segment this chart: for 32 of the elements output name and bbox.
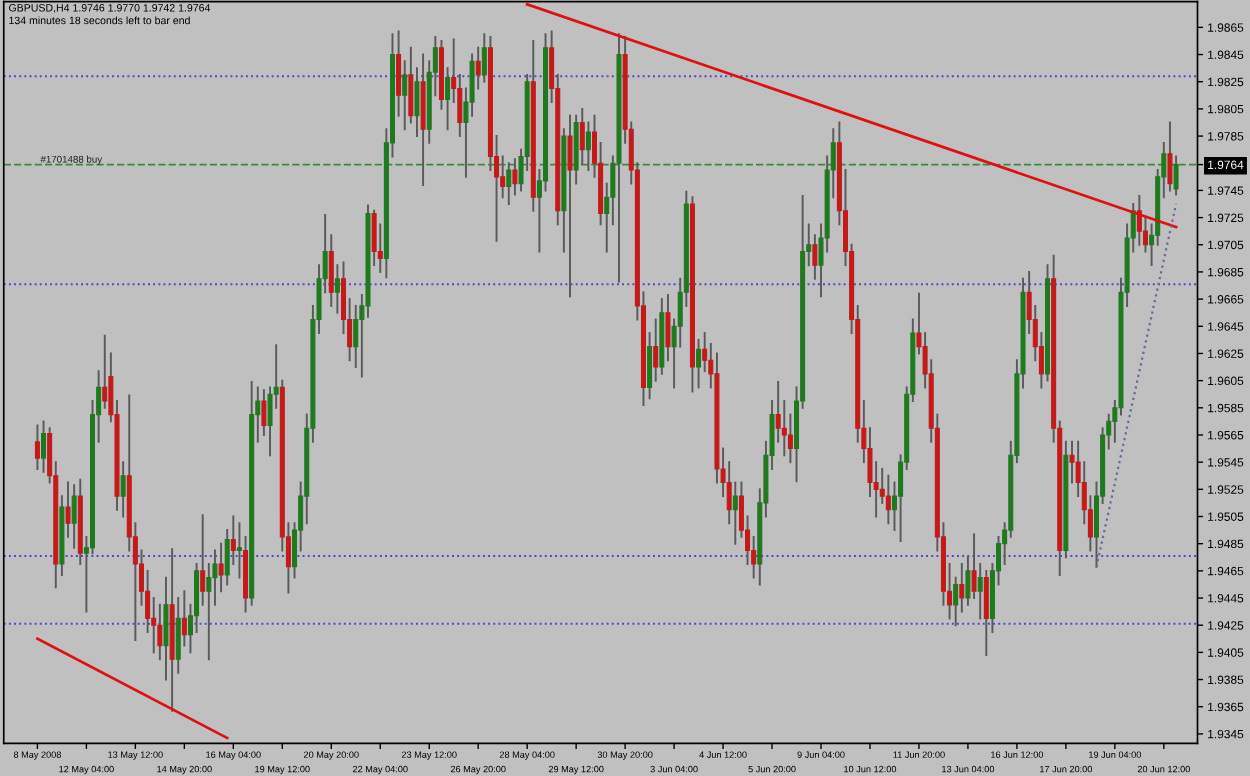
candlestick [983, 569, 989, 657]
candlestick [71, 484, 77, 549]
candlestick [65, 481, 71, 538]
candlestick [512, 158, 518, 196]
candlestick [34, 424, 40, 470]
candlestick [334, 264, 340, 314]
candlestick [567, 114, 573, 298]
candlestick [696, 338, 702, 389]
candlestick [420, 53, 426, 186]
candlestick [885, 474, 891, 525]
candlestick [157, 603, 163, 661]
candlestick [41, 420, 47, 473]
candlestick [175, 597, 181, 674]
candlestick [653, 318, 659, 382]
candlestick [732, 481, 738, 545]
candlestick [977, 563, 983, 620]
candlestick [120, 461, 126, 518]
candlestick [402, 60, 408, 131]
candlestick [481, 33, 487, 83]
candlestick [163, 576, 169, 681]
candlestick [579, 107, 585, 165]
candlestick [585, 121, 591, 171]
candlestick [218, 542, 224, 593]
candlestick [181, 590, 187, 647]
candlestick [475, 46, 481, 90]
candlestick [506, 162, 512, 205]
candlestick [414, 67, 420, 138]
candlestick [261, 389, 267, 436]
candlestick [371, 209, 377, 267]
candlestick [1167, 121, 1173, 192]
candlestick [102, 334, 108, 409]
candlestick [959, 563, 965, 613]
